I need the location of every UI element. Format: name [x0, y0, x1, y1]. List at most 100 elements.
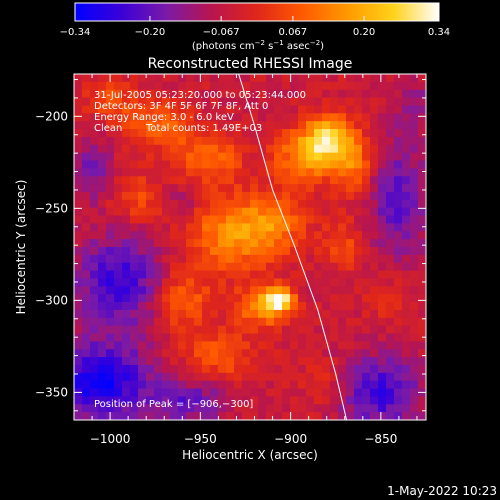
heatmap-cell	[218, 388, 227, 398]
heatmap-cell	[154, 380, 163, 390]
heatmap-cell	[242, 302, 251, 311]
heatmap-cell	[210, 129, 219, 138]
heatmap-cell	[314, 333, 323, 342]
heatmap-cell	[330, 176, 339, 185]
heatmap-cell	[346, 286, 355, 295]
heatmap-cell	[218, 239, 227, 248]
heatmap-cell	[274, 160, 283, 169]
heatmap-cell	[354, 121, 363, 130]
heatmap-cell	[114, 129, 123, 138]
heatmap-cell	[338, 231, 347, 240]
heatmap-cell	[194, 294, 203, 303]
heatmap-cell	[274, 129, 283, 138]
heatmap-cell	[274, 278, 283, 287]
heatmap-cell	[258, 388, 267, 398]
heatmap-cell	[106, 184, 115, 193]
heatmap-cell	[162, 333, 171, 342]
heatmap-cell	[258, 278, 267, 287]
heatmap-cell	[242, 262, 251, 272]
heatmap-cell	[202, 254, 211, 264]
heatmap-cell	[122, 247, 131, 256]
heatmap-cell	[346, 396, 355, 405]
heatmap-cell	[354, 129, 363, 138]
heatmap-cell	[330, 81, 339, 91]
heatmap-cell	[82, 176, 91, 185]
heatmap-cell	[394, 357, 403, 366]
heatmap-cell	[386, 105, 395, 114]
heatmap-cell	[210, 207, 219, 217]
heatmap-cell	[170, 388, 179, 398]
heatmap-cell	[314, 412, 323, 420]
heatmap-cell	[298, 380, 307, 390]
heatmap-cell	[338, 239, 347, 248]
heatmap-cell	[362, 333, 371, 342]
heatmap-cell	[218, 294, 227, 303]
heatmap-cell	[250, 372, 259, 382]
heatmap-cell	[138, 207, 147, 217]
heatmap-cell	[82, 74, 91, 83]
heatmap-cell	[234, 278, 243, 287]
heatmap-cell	[154, 184, 163, 193]
heatmap-cell	[298, 97, 307, 107]
heatmap-cell	[242, 74, 251, 83]
heatmap-cell	[274, 333, 283, 342]
heatmap-cell	[338, 302, 347, 311]
heatmap-cell	[282, 239, 291, 248]
colorbar-tick-labels: −0.34 −0.20 −0.067 0.067 0.20 0.34	[60, 27, 450, 38]
heatmap-cell	[322, 380, 331, 390]
heatmap-cell	[298, 341, 307, 350]
heatmap-cell	[170, 357, 179, 366]
heatmap-cell	[410, 176, 419, 185]
heatmap-cell	[370, 231, 379, 240]
y-tick-label: −350	[35, 385, 68, 399]
heatmap-cell	[298, 239, 307, 248]
heatmap-cell	[170, 294, 179, 303]
heatmap-cell	[106, 152, 115, 162]
heatmap-cell	[234, 207, 243, 217]
heatmap-cell	[130, 97, 139, 107]
heatmap-cell	[346, 404, 355, 413]
heatmap-cell	[218, 372, 227, 382]
heatmap-cell	[306, 247, 315, 256]
heatmap-cell	[378, 81, 387, 91]
heatmap-cell	[146, 270, 155, 280]
heatmap-cell	[202, 207, 211, 217]
heatmap-cell	[194, 372, 203, 382]
heatmap-cell	[370, 74, 379, 83]
heatmap-cell	[122, 74, 131, 83]
heatmap-cell	[194, 239, 203, 248]
heatmap-cell	[402, 191, 411, 201]
heatmap-cell	[210, 239, 219, 248]
heatmap-cell	[82, 262, 91, 272]
heatmap-cell	[306, 184, 315, 193]
heatmap-cell	[90, 199, 99, 209]
heatmap-cell	[322, 309, 331, 319]
heatmap-cell	[370, 81, 379, 91]
heatmap-cell	[346, 207, 355, 217]
heatmap-cell	[162, 105, 171, 114]
heatmap-cell	[386, 372, 395, 382]
heatmap-cell	[202, 412, 211, 420]
heatmap-cell	[346, 168, 355, 177]
heatmap-cell	[330, 129, 339, 138]
heatmap-cell	[378, 129, 387, 138]
heatmap-cell	[242, 81, 251, 91]
heatmap-cell	[258, 113, 267, 122]
heatmap-cell	[106, 270, 115, 280]
heatmap-cell	[138, 270, 147, 280]
heatmap-cell	[410, 223, 419, 232]
heatmap-cell	[314, 176, 323, 185]
heatmap-cell	[178, 74, 187, 83]
heatmap-cell	[74, 247, 83, 256]
heatmap-cell	[106, 191, 115, 201]
heatmap-cell	[282, 286, 291, 295]
heatmap-cell	[218, 404, 227, 413]
heatmap-cell	[234, 341, 243, 350]
heatmap-cell	[130, 89, 139, 99]
heatmap-cell	[130, 152, 139, 162]
heatmap-cell	[202, 317, 211, 327]
heatmap-cell	[154, 294, 163, 303]
heatmap-cell	[378, 74, 387, 83]
heatmap-cell	[98, 396, 107, 405]
heatmap-cell	[138, 396, 147, 405]
